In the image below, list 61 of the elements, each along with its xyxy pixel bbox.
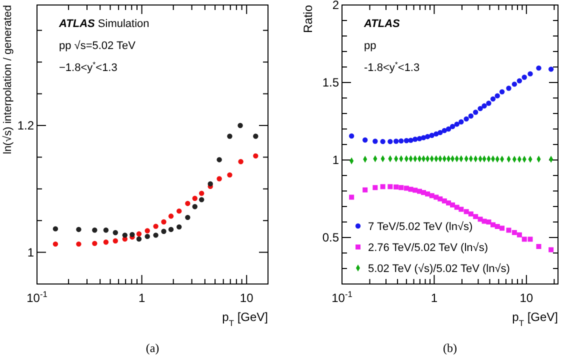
point xyxy=(450,124,456,130)
annotation: ATLAS xyxy=(363,18,401,30)
point xyxy=(388,138,393,144)
legend-label: 2.76 TeV/5.02 TeV (ln√s) xyxy=(368,242,488,254)
point xyxy=(394,184,399,190)
point xyxy=(490,222,496,228)
point xyxy=(499,89,505,94)
point xyxy=(464,209,469,214)
text: (a) xyxy=(146,341,160,355)
point xyxy=(398,138,404,144)
point xyxy=(486,220,492,224)
legend-label: 5.02 TeV (√s)/5.02 TeV (ln√s) xyxy=(368,263,510,275)
point xyxy=(404,186,409,191)
y-axis-title: Ratio xyxy=(301,4,315,34)
point xyxy=(446,126,452,132)
point xyxy=(388,184,393,190)
point xyxy=(464,116,469,122)
y-tick-label: 0.5 xyxy=(322,230,340,244)
point xyxy=(438,130,443,136)
x-tick-label: 10$^{-1}$ xyxy=(26,289,48,305)
point xyxy=(393,138,399,144)
y-axis-title: ln(√s) interpolation / generated xyxy=(2,5,14,154)
point xyxy=(425,191,430,196)
point xyxy=(442,128,448,134)
point xyxy=(468,113,474,119)
annotation: −1.8<y$^{*}$<1.3 xyxy=(59,60,118,74)
point xyxy=(454,122,460,127)
point xyxy=(458,206,464,212)
point xyxy=(438,196,443,202)
point xyxy=(468,211,474,216)
point xyxy=(494,93,500,98)
point xyxy=(482,103,487,109)
y-tick-label: 1.2 xyxy=(17,118,34,132)
x-tick-label: 10$^{-1}$ xyxy=(332,289,353,305)
point xyxy=(424,134,430,140)
x-tick-label: 1 xyxy=(138,291,146,305)
point xyxy=(490,96,496,102)
x-tick-label: 1 xyxy=(430,291,438,305)
x-tick-label: 10 xyxy=(520,291,534,305)
x-axis-title: p$_{T}$ [GeV] xyxy=(222,310,268,328)
point xyxy=(429,132,434,138)
annotation: pp √s=5.02 TeV xyxy=(59,40,136,52)
point xyxy=(450,202,456,208)
point xyxy=(458,119,464,124)
point xyxy=(478,106,483,112)
point xyxy=(500,226,505,231)
legend-label: 7 TeV/5.02 TeV (ln√s) xyxy=(368,221,473,233)
annotation: ATLAS Simulation xyxy=(58,18,150,30)
point xyxy=(472,110,478,115)
x-axis-title: p$_{T}$ [GeV] xyxy=(512,310,558,328)
x-tick-label: 10 xyxy=(240,291,254,305)
point xyxy=(494,224,500,229)
annotation: pp xyxy=(364,40,376,52)
point xyxy=(473,214,478,220)
y-tick-label: 1 xyxy=(332,153,340,167)
point xyxy=(398,185,404,190)
text: (b) xyxy=(443,341,457,355)
annotation: -1.8<y$^{*}$<1.3 xyxy=(364,60,420,74)
point xyxy=(486,100,492,106)
y-tick-label: 2 xyxy=(332,0,340,12)
y-tick-label: 1.5 xyxy=(322,76,340,90)
